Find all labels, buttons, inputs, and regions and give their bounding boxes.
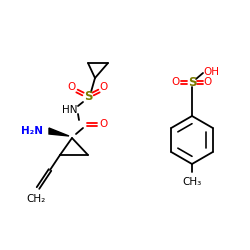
- Text: S: S: [84, 90, 92, 104]
- Text: O: O: [68, 82, 76, 92]
- Text: O: O: [100, 82, 108, 92]
- Text: O: O: [99, 119, 107, 129]
- Text: O: O: [172, 77, 180, 87]
- Text: H₂N: H₂N: [21, 126, 43, 136]
- Text: S: S: [188, 76, 196, 88]
- Text: HN: HN: [62, 105, 78, 115]
- Text: CH₂: CH₂: [26, 194, 46, 204]
- Text: OH: OH: [203, 67, 219, 77]
- Text: O: O: [204, 77, 212, 87]
- Text: CH₃: CH₃: [182, 177, 202, 187]
- Polygon shape: [49, 128, 69, 136]
